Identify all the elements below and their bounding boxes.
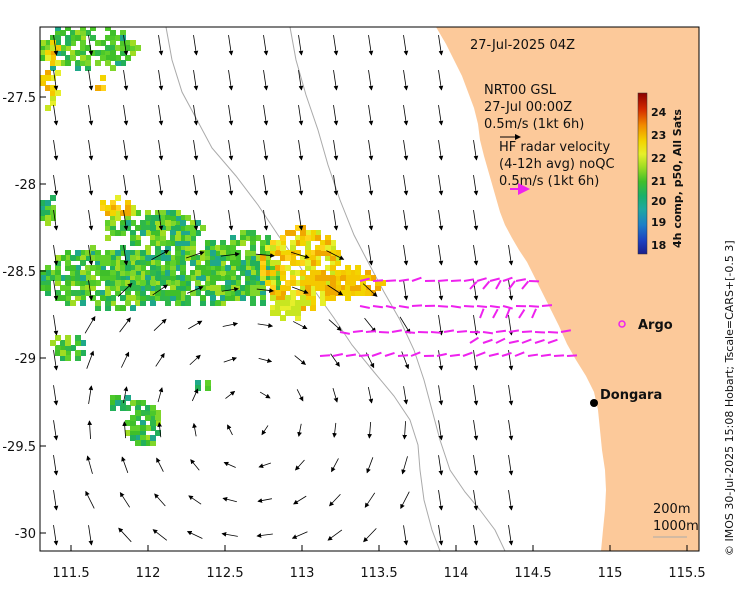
plot-frame <box>39 26 700 552</box>
x-tick-label: 115.5 <box>668 566 705 581</box>
x-axis: 111.5 112 112.5 113 113.5 114 114.5 115 … <box>52 545 706 581</box>
colorbar-label: 19 <box>651 216 666 229</box>
y-tick-label: -28.5 <box>2 265 36 280</box>
dongara-label: Dongara <box>600 388 662 403</box>
argo-label: Argo <box>638 318 673 333</box>
x-tick-label: 114 <box>444 566 469 581</box>
contour-1000m-label: 1000m <box>653 519 699 534</box>
colorbar-label: 18 <box>651 239 666 252</box>
y-tick-label: -29.5 <box>2 440 36 455</box>
colorbar-ticks: 24 23 22 21 20 19 18 <box>651 106 667 252</box>
x-tick-label: 112.5 <box>206 566 243 581</box>
hf-radar-arrows <box>319 276 578 357</box>
x-tick-label: 111.5 <box>52 566 89 581</box>
model-scale-label: 0.5m/s (1kt 6h) <box>484 117 584 132</box>
x-tick-label: 112 <box>136 566 161 581</box>
y-tick-label: -27.5 <box>2 91 36 106</box>
colorbar-title: 4h comp, p50, All Sats <box>671 109 684 248</box>
dongara-marker <box>590 399 598 407</box>
radar-avg-label: (4-12h avg) noQC <box>499 157 615 172</box>
colorbar-label: 24 <box>651 106 667 119</box>
colorbar-label: 23 <box>651 129 666 142</box>
y-tick-label: -30 <box>15 527 36 542</box>
x-tick-label: 114.5 <box>514 566 551 581</box>
y-tick-label: -28 <box>15 178 36 193</box>
radar-title-label: HF radar velocity <box>499 140 611 155</box>
model-current-arrows <box>53 35 514 546</box>
y-tick-label: -29 <box>15 352 36 367</box>
radar-scale-label: 0.5m/s (1kt 6h) <box>499 174 599 189</box>
y-axis: -27.5 -28 -28.5 -29 -29.5 -30 <box>2 91 46 542</box>
x-tick-label: 113.5 <box>360 566 397 581</box>
colorbar-label: 21 <box>651 175 666 188</box>
argo-float-marker <box>618 320 626 328</box>
contour-200m-label: 200m <box>653 502 690 517</box>
colorbar-label: 20 <box>651 195 667 208</box>
model-source-label: NRT00 GSL <box>484 83 557 98</box>
model-time-label: 27-Jul 00:00Z <box>484 100 572 115</box>
timestamp-label: 27-Jul-2025 04Z <box>470 38 575 53</box>
colorbar-label: 22 <box>651 152 666 165</box>
x-tick-label: 113 <box>290 566 315 581</box>
credit-label: © IMOS 30-Jul-2025 15:08 Hobart; Tscale=… <box>723 240 736 556</box>
land-mass <box>436 27 699 551</box>
contour-200m <box>289 27 506 551</box>
x-tick-label: 115 <box>598 566 623 581</box>
colorbar <box>637 92 648 255</box>
